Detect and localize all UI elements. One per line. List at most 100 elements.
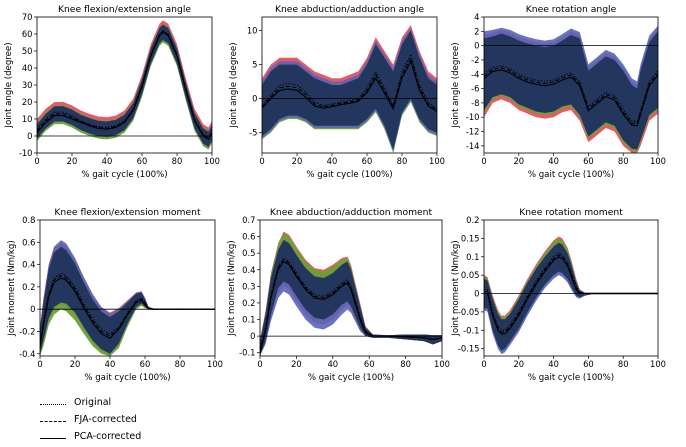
series-line-fja bbox=[484, 67, 658, 125]
x-tick-label: 100 bbox=[207, 359, 223, 369]
x-tick-label: 0 bbox=[481, 359, 486, 369]
y-tick-label: -12 bbox=[466, 127, 480, 137]
y-tick-label: 0.3 bbox=[242, 281, 255, 291]
y-tick-label: 5 bbox=[252, 60, 257, 70]
chart-knee-abduction-moment: 0 20 40 60 80 100-0.100.10.20.30.40.50.60.7Kn… bbox=[227, 207, 450, 383]
x-tick-label: 60 bbox=[137, 156, 148, 166]
x-tick-label: 40 bbox=[102, 156, 113, 166]
x-tick-label: 100 bbox=[650, 359, 666, 369]
y-tick-label: 20 bbox=[22, 97, 33, 107]
y-tick-label: -0.1 bbox=[239, 348, 255, 358]
y-tick-label: 0.6 bbox=[242, 232, 255, 242]
x-tick-label: 0 bbox=[37, 359, 42, 369]
plot-area bbox=[484, 25, 658, 153]
series-line-pca bbox=[262, 59, 437, 112]
y-axis-label: Joint moment (Nm/kg) bbox=[7, 240, 17, 336]
legend-label-original: Original bbox=[74, 397, 112, 408]
axes-frame bbox=[261, 16, 438, 154]
y-tick-label: -0.05 bbox=[458, 307, 480, 317]
legend-line-pca bbox=[40, 438, 66, 439]
x-tick-label: 0 bbox=[257, 359, 262, 369]
band-overlap bbox=[484, 31, 658, 150]
plot-area bbox=[484, 236, 658, 355]
series-line-pca bbox=[484, 256, 658, 335]
plot-area bbox=[260, 231, 442, 356]
series-line-original bbox=[37, 29, 212, 139]
y-tick-label: 10 bbox=[22, 114, 33, 124]
x-tick-label: 60 bbox=[364, 359, 375, 369]
chart-knee-abduction-angle: 0 20 40 60 80 100 -5 0 5 10 Knee abduction/adducti… bbox=[229, 4, 445, 180]
band-overlap bbox=[484, 242, 658, 351]
y-tick-label: 0 bbox=[474, 289, 479, 299]
y-axis-label: Joint moment (Nm/kg) bbox=[227, 240, 237, 336]
x-tick-label: 80 bbox=[400, 359, 411, 369]
y-tick-label: -10 bbox=[19, 148, 33, 158]
y-tick-label: 0.2 bbox=[466, 215, 479, 225]
x-axis-label: % gait cycle (100%) bbox=[84, 373, 170, 383]
x-tick-label: 100 bbox=[434, 359, 450, 369]
y-tick-label: 0 bbox=[474, 41, 479, 51]
y-tick-label: 0.2 bbox=[22, 282, 35, 292]
x-tick-label: 80 bbox=[618, 156, 629, 166]
x-tick-label: 100 bbox=[204, 156, 220, 166]
y-tick-label: 0 bbox=[30, 304, 35, 314]
y-tick-label: -0.15 bbox=[458, 344, 480, 354]
x-tick-label: 0 bbox=[481, 156, 486, 166]
y-tick-label: 0.8 bbox=[22, 215, 35, 225]
y-tick-label: 10 bbox=[247, 26, 258, 36]
y-axis-label: Joint angle (degree) bbox=[4, 42, 14, 128]
x-tick-label: 20 bbox=[513, 156, 524, 166]
chart-knee-flexion-moment: 0 20 40 60 80 100 -0.4 -0.2 0 0.2 0.4 0.6 0.8 Knee fl… bbox=[7, 207, 223, 383]
chart-title: Knee rotation moment bbox=[519, 207, 623, 218]
x-tick-label: 60 bbox=[362, 156, 373, 166]
y-tick-label: 0.7 bbox=[242, 215, 255, 225]
x-tick-label: 80 bbox=[172, 156, 183, 166]
y-tick-label: 30 bbox=[22, 80, 33, 90]
x-tick-label: 0 bbox=[259, 156, 264, 166]
y-tick-label: 0.2 bbox=[242, 298, 255, 308]
y-tick-label: -5 bbox=[249, 128, 257, 138]
series-line-pca bbox=[40, 277, 215, 348]
x-tick-label: 100 bbox=[650, 156, 666, 166]
y-tick-label: 40 bbox=[22, 63, 33, 73]
y-tick-label: 0.4 bbox=[242, 265, 255, 275]
x-tick-label: 60 bbox=[583, 359, 594, 369]
x-tick-label: 60 bbox=[583, 156, 594, 166]
axes-frame bbox=[39, 219, 216, 357]
x-axis-label: % gait cycle (100%) bbox=[308, 373, 394, 383]
series-line-original bbox=[484, 65, 658, 123]
x-axis-label: % gait cycle (100%) bbox=[528, 373, 614, 383]
x-tick-label: 20 bbox=[291, 359, 302, 369]
y-tick-label: -2 bbox=[471, 55, 479, 65]
y-tick-label: 2 bbox=[474, 26, 479, 36]
x-tick-label: 40 bbox=[105, 359, 116, 369]
y-tick-label: -8 bbox=[471, 98, 479, 108]
x-tick-label: 20 bbox=[70, 359, 81, 369]
x-tick-label: 40 bbox=[548, 359, 559, 369]
legend-label-pca: PCA-corrected bbox=[74, 431, 142, 442]
series-line-pca bbox=[484, 69, 658, 127]
chart-title: Knee abduction/adduction moment bbox=[270, 207, 433, 218]
x-tick-label: 100 bbox=[429, 156, 445, 166]
y-tick-label: 0 bbox=[250, 331, 255, 341]
x-tick-label: 20 bbox=[513, 359, 524, 369]
x-axis-label: % gait cycle (100%) bbox=[81, 170, 167, 180]
y-tick-label: 0.15 bbox=[461, 233, 480, 243]
y-tick-label: 70 bbox=[22, 12, 33, 22]
legend-line-fja bbox=[40, 421, 66, 422]
x-tick-label: 80 bbox=[175, 359, 186, 369]
legend-line-original bbox=[40, 404, 66, 405]
y-tick-label: -0.2 bbox=[19, 326, 35, 336]
series-line-original bbox=[260, 257, 442, 350]
plot-area bbox=[262, 25, 437, 153]
x-tick-label: 20 bbox=[67, 156, 78, 166]
x-tick-label: 60 bbox=[140, 359, 151, 369]
series-line-pca bbox=[37, 31, 212, 141]
y-tick-label: 0.5 bbox=[242, 248, 255, 258]
y-tick-label: 60 bbox=[22, 29, 33, 39]
y-tick-label: -0.4 bbox=[19, 349, 35, 359]
x-tick-label: 40 bbox=[327, 156, 338, 166]
y-tick-label: -10 bbox=[466, 112, 480, 122]
